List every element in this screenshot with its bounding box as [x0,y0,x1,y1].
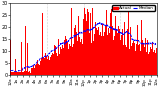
Legend: Actual, Median: Actual, Median [112,5,155,11]
